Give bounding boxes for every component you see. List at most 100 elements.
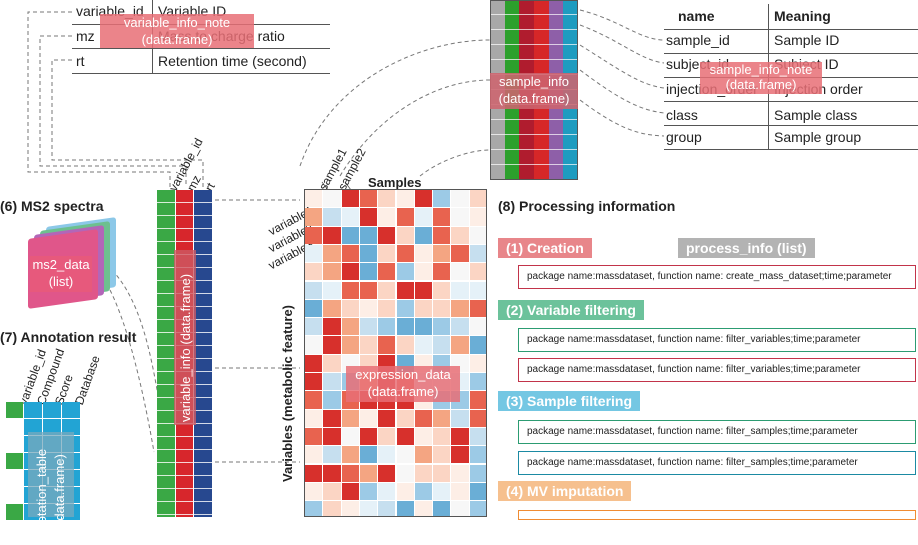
heatmap-cell [359, 244, 378, 263]
heatmap-cell [359, 281, 378, 299]
heatmap-cell [469, 373, 486, 391]
heatmap-cell [433, 263, 451, 281]
heatmap-cell [469, 281, 486, 299]
sample-info-note-header-meaning: Meaning [774, 8, 831, 24]
heatmap-cell [378, 190, 396, 208]
annotation-label-bg [28, 432, 74, 517]
heatmap-cell [378, 318, 396, 336]
heatmap-cell [378, 427, 396, 446]
annotation-id-cell [6, 470, 23, 486]
heatmap-cell [396, 409, 414, 427]
heatmap-cell [396, 208, 414, 226]
heatmap-cell [305, 299, 323, 318]
variables-axis-label: Variables (metabolic feature) [280, 304, 295, 482]
heatmap-cell [414, 501, 433, 516]
heatmap-cell [414, 226, 433, 244]
step-sample-filtering-label: (3) Sample filtering [498, 391, 641, 411]
heatmap-cell [451, 464, 469, 482]
heatmap-cell [341, 336, 359, 354]
heatmap-cell [305, 391, 323, 409]
sample-info-label-line1: sample_info [498, 74, 570, 89]
heatmap-cell [323, 281, 341, 299]
heatmap-cell [433, 281, 451, 299]
heatmap-cell [323, 318, 341, 336]
heatmap-cell [414, 446, 433, 464]
heatmap-cell [414, 281, 433, 299]
heatmap-cell [469, 336, 486, 354]
heatmap-cell [451, 318, 469, 336]
annotation-id-cell [6, 487, 23, 503]
heatmap-cell [323, 391, 341, 409]
heatmap-cell [414, 427, 433, 446]
heatmap-cell [323, 354, 341, 372]
variable-info-note-label-line2: (data.frame) [141, 32, 213, 47]
heatmap-cell [451, 226, 469, 244]
heatmap-cell [433, 244, 451, 263]
heatmap-cell [396, 501, 414, 516]
heatmap-cell [305, 409, 323, 427]
heatmap-cell [305, 354, 323, 372]
heatmap-cell [414, 190, 433, 208]
heatmap-cell [341, 318, 359, 336]
heatmap-cell [305, 482, 323, 501]
heatmap-cell [469, 446, 486, 464]
sample-info-note-header-name: name [678, 8, 715, 24]
heatmap-cell [451, 409, 469, 427]
step-creation-label: (1) Creation [498, 238, 592, 258]
table-divider [72, 73, 330, 74]
heatmap-cell [396, 427, 414, 446]
heatmap-cell [359, 190, 378, 208]
heatmap-cell [433, 208, 451, 226]
heatmap-cell [396, 446, 414, 464]
heatmap-cell [305, 318, 323, 336]
heatmap-cell [451, 446, 469, 464]
heatmap-cell [433, 318, 451, 336]
process-info-label: process_info (list) [678, 238, 815, 258]
heatmap-cell [451, 501, 469, 516]
heatmap-cell [433, 501, 451, 516]
heatmap-cell [359, 226, 378, 244]
step-creation-box: package name:massdataset, function name:… [518, 265, 916, 289]
variable-info-label: variable_info (data.frame) [178, 273, 193, 422]
heatmap-cell [469, 501, 486, 516]
heatmap-cell [378, 226, 396, 244]
sample-info-note-name: sample_id [666, 32, 730, 48]
heatmap-cell [378, 299, 396, 318]
heatmap-cell [414, 299, 433, 318]
annotation-cell [24, 419, 42, 435]
heatmap-cell [341, 226, 359, 244]
heatmap-cell [396, 244, 414, 263]
heatmap-cell [323, 373, 341, 391]
heatmap-cell [469, 409, 486, 427]
heatmap-cell [305, 190, 323, 208]
heatmap-cell [433, 446, 451, 464]
heatmap-cell [396, 263, 414, 281]
heatmap-cell [359, 501, 378, 516]
step-mv-imputation-box-edge [518, 510, 916, 520]
heatmap-cell [341, 482, 359, 501]
step-sample-filtering-box: package name:massdataset, function name:… [518, 451, 916, 475]
heatmap-cell [305, 373, 323, 391]
heatmap-cell [378, 446, 396, 464]
expression-data-label-line2: (data.frame) [367, 384, 439, 399]
heatmap-cell [341, 299, 359, 318]
heatmap-cell [414, 464, 433, 482]
sample-info-label: sample_info (data.frame) [490, 73, 578, 109]
step-sample-filtering-box: package name:massdataset, function name:… [518, 420, 916, 444]
samples-title: Samples [368, 175, 422, 190]
heatmap-cell [414, 409, 433, 427]
step-variable-filtering-box: package name:massdataset, function name:… [518, 328, 916, 352]
heatmap-cell [323, 482, 341, 501]
heatmap-cell [378, 482, 396, 501]
heatmap-cell [378, 244, 396, 263]
heatmap-cell [469, 226, 486, 244]
ms2-data-label: ms2_data (list) [30, 256, 92, 292]
heatmap-cell [323, 409, 341, 427]
heatmap-cell [305, 226, 323, 244]
heatmap-cell [396, 190, 414, 208]
heatmap-cell [469, 318, 486, 336]
heatmap-cell [341, 281, 359, 299]
heatmap-cell [323, 336, 341, 354]
heatmap-cell [305, 427, 323, 446]
variable-info-note-label: variable_info_note (data.frame) [100, 14, 254, 48]
